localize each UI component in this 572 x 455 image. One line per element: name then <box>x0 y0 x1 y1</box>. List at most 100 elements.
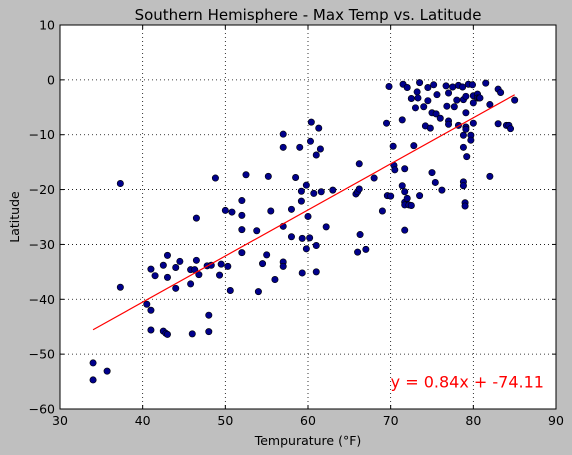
data-point <box>279 262 287 270</box>
data-point <box>438 186 446 194</box>
data-point <box>317 188 325 196</box>
data-point <box>287 205 295 213</box>
data-point <box>431 178 439 186</box>
y-tick-label: 0 <box>47 72 55 87</box>
data-point <box>221 206 229 214</box>
data-point <box>459 131 467 139</box>
data-point <box>463 153 471 161</box>
data-point <box>172 263 180 271</box>
data-point <box>432 110 440 118</box>
data-point <box>143 300 151 308</box>
data-point <box>279 130 287 138</box>
data-point <box>228 208 236 216</box>
data-point <box>494 120 502 128</box>
data-point <box>413 88 421 96</box>
data-point <box>242 171 250 179</box>
data-point <box>453 96 461 104</box>
data-point <box>147 326 155 334</box>
data-point <box>296 143 304 151</box>
data-point <box>271 276 279 284</box>
data-point <box>430 81 438 89</box>
data-point <box>507 125 515 133</box>
data-point <box>354 248 362 256</box>
data-point <box>238 226 246 234</box>
data-point <box>403 84 411 92</box>
data-point <box>355 160 363 168</box>
data-point <box>462 109 470 117</box>
data-point <box>188 330 196 338</box>
data-point <box>467 136 475 144</box>
data-point <box>238 249 246 257</box>
regression-equation: y = 0.84x + -74.11 <box>391 373 544 392</box>
data-point <box>356 231 364 239</box>
data-point <box>312 268 320 276</box>
data-point <box>445 89 453 97</box>
x-tick-label: 90 <box>548 413 564 428</box>
data-point <box>445 120 453 128</box>
data-point <box>267 207 275 215</box>
data-point <box>442 82 450 90</box>
data-points <box>89 79 519 384</box>
data-point <box>461 202 469 210</box>
data-point <box>407 201 415 209</box>
data-point <box>449 83 457 91</box>
data-point <box>401 188 409 196</box>
data-point <box>433 91 441 99</box>
data-point <box>401 165 409 173</box>
data-point <box>482 79 490 87</box>
data-point <box>411 104 419 112</box>
x-tick-label: 80 <box>465 413 481 428</box>
data-point <box>416 192 424 200</box>
data-point <box>401 226 409 234</box>
data-point <box>172 284 180 292</box>
data-point <box>224 262 232 270</box>
data-point <box>389 142 397 150</box>
data-point <box>426 124 434 132</box>
data-point <box>147 265 155 273</box>
data-point <box>298 234 306 242</box>
data-point <box>302 245 310 253</box>
data-point <box>217 260 225 268</box>
data-point <box>304 212 312 220</box>
regression-line <box>92 94 515 331</box>
data-point <box>362 245 370 253</box>
data-point <box>238 197 246 205</box>
data-point <box>329 186 337 194</box>
data-point <box>151 272 159 280</box>
y-tick-label: −20 <box>29 182 55 197</box>
x-tick-label: 50 <box>217 413 233 428</box>
data-point <box>322 223 330 231</box>
data-point <box>298 269 306 277</box>
data-point <box>116 283 124 291</box>
data-point <box>391 166 399 174</box>
data-point <box>407 95 415 103</box>
data-point <box>469 119 477 127</box>
data-point <box>462 125 470 133</box>
data-point <box>469 81 477 89</box>
data-point <box>385 82 393 90</box>
data-point <box>147 306 155 314</box>
x-tick-label: 40 <box>135 413 151 428</box>
y-tick-label: 10 <box>39 18 55 33</box>
data-point <box>103 367 111 375</box>
data-point <box>116 180 124 188</box>
y-tick-label: −60 <box>29 402 55 417</box>
data-point <box>176 257 184 265</box>
data-point <box>410 142 418 150</box>
data-point <box>163 251 171 259</box>
data-point <box>497 88 505 96</box>
data-point <box>420 103 428 111</box>
data-point <box>414 94 422 102</box>
data-point <box>187 280 195 288</box>
data-point <box>312 242 320 250</box>
data-point <box>316 145 324 153</box>
data-point <box>310 189 318 197</box>
data-point <box>292 174 300 182</box>
data-point <box>476 94 484 102</box>
data-point <box>253 227 261 235</box>
data-point <box>424 97 432 105</box>
y-tick-label: −50 <box>29 347 55 362</box>
data-point <box>459 182 467 190</box>
data-point <box>211 174 219 182</box>
